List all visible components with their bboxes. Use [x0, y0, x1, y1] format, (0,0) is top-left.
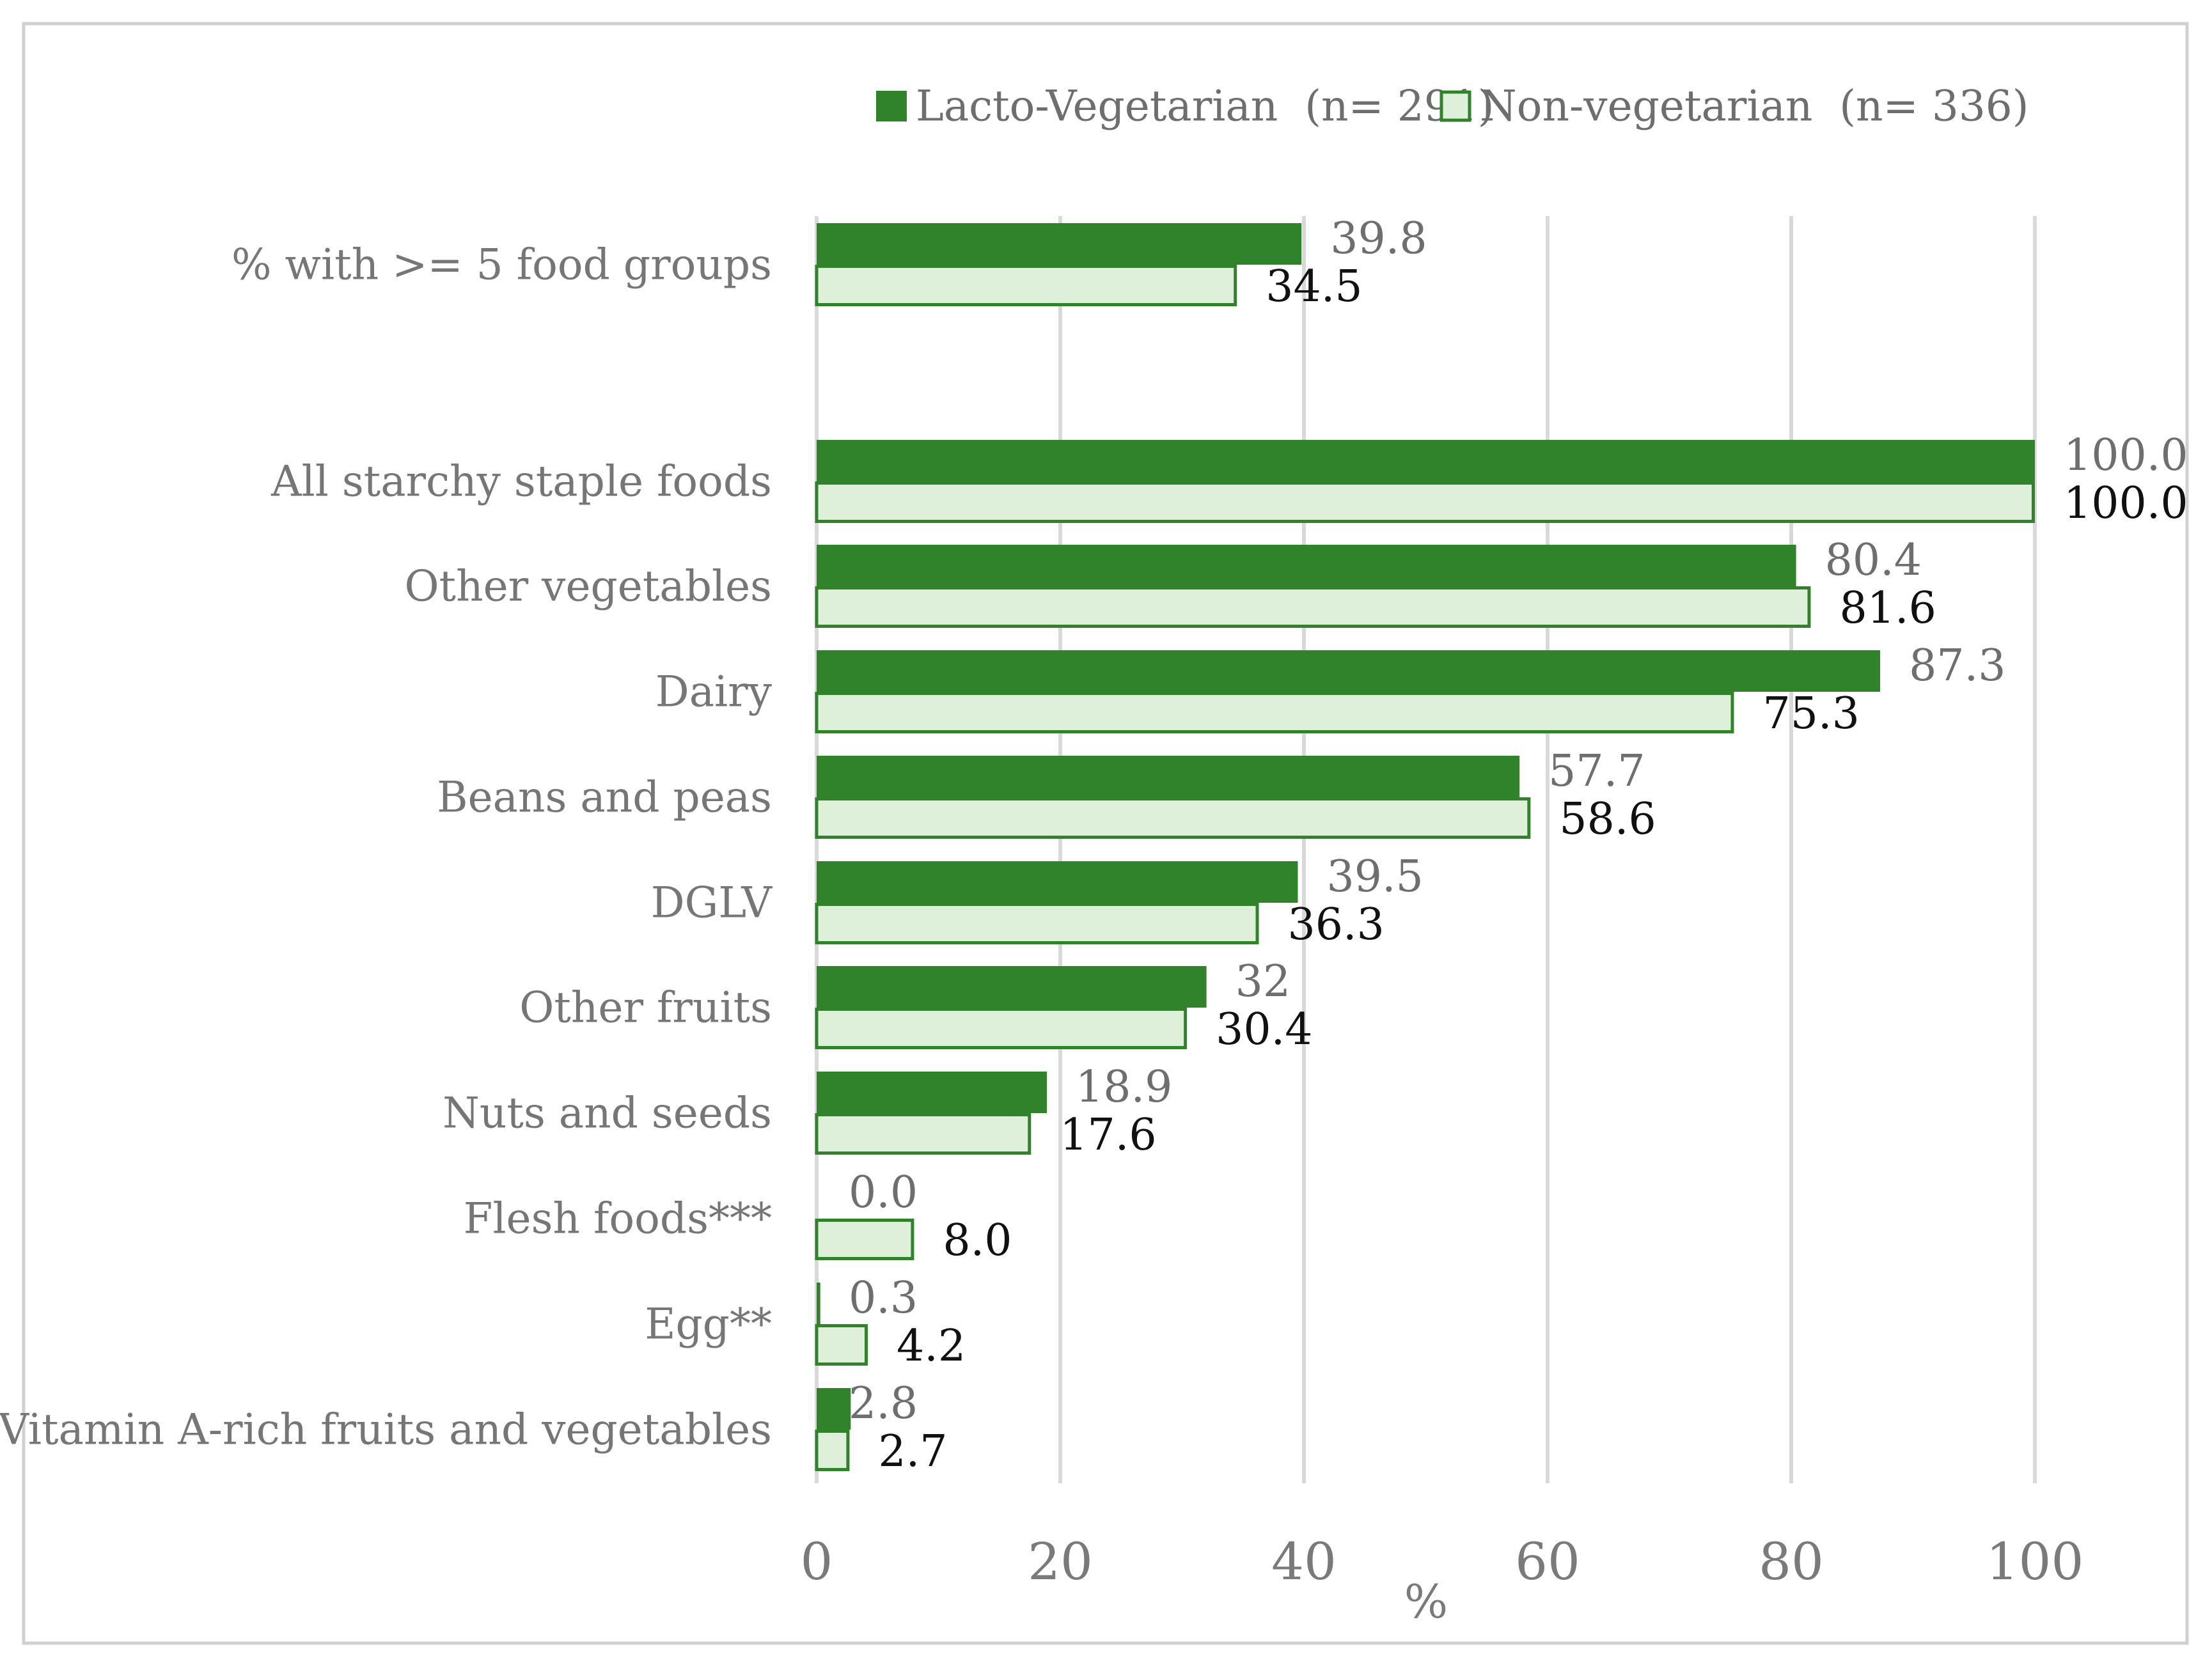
- bar-lacto-vegetarian: [817, 756, 1520, 797]
- value-label-non-vegetarian: 34.5: [1266, 261, 1362, 312]
- value-label-lacto-vegetarian: 80.4: [1825, 535, 1922, 586]
- bar-non-vegetarian: [815, 797, 1531, 839]
- x-axis-ticks: 0 20 40 60 80 100: [801, 1532, 2084, 1591]
- bar-lacto-vegetarian: [817, 861, 1298, 903]
- bar-lacto-vegetarian: [817, 545, 1796, 586]
- value-label-non-vegetarian: 30.4: [1216, 1004, 1312, 1055]
- value-label-lacto-vegetarian: 39.5: [1326, 852, 1423, 902]
- x-axis-title: %: [1404, 1575, 1448, 1628]
- value-label-lacto-vegetarian: 32: [1235, 956, 1291, 1007]
- bar-non-vegetarian: [815, 1008, 1188, 1049]
- category-label: Beans and peas: [437, 773, 772, 822]
- legend-label-non-vegetarian: Non-vegetarian (n= 336): [1480, 82, 2029, 131]
- value-label-lacto-vegetarian: 18.9: [1076, 1062, 1172, 1112]
- category-label: Nuts and seeds: [443, 1089, 772, 1138]
- x-tick-label-100: 100: [1986, 1532, 2084, 1591]
- category-label: Egg**: [645, 1300, 772, 1349]
- value-label-non-vegetarian: 100.0: [2064, 478, 2188, 529]
- legend: Lacto-Vegetarian (n= 291) Non-vegetarian…: [876, 82, 2029, 131]
- legend-label-lacto-vegetarian: Lacto-Vegetarian (n= 291): [916, 82, 1494, 131]
- bar-non-vegetarian: [815, 481, 2035, 523]
- category-label: All starchy staple foods: [271, 457, 772, 506]
- category-labels: % with >= 5 food groups All starchy stapl…: [0, 240, 773, 1455]
- category-label: DGLV: [651, 878, 773, 928]
- bar-non-vegetarian: [815, 692, 1734, 733]
- x-tick-label-20: 20: [1028, 1532, 1093, 1591]
- bar-non-vegetarian: [815, 1113, 1031, 1155]
- x-tick-label-0: 0: [801, 1532, 833, 1591]
- x-tick-label-60: 60: [1515, 1532, 1580, 1591]
- bars: [815, 223, 2035, 1471]
- value-label-non-vegetarian: 36.3: [1288, 900, 1384, 950]
- value-label-non-vegetarian: 75.3: [1762, 689, 1859, 739]
- value-label-lacto-vegetarian: 39.8: [1330, 214, 1427, 264]
- bar-non-vegetarian: [815, 1219, 914, 1260]
- category-label: Other fruits: [519, 983, 772, 1033]
- bar-lacto-vegetarian: [817, 966, 1207, 1008]
- category-label: Vitamin A-rich fruits and vegetables: [0, 1405, 772, 1455]
- bar-lacto-vegetarian: [817, 1072, 1047, 1113]
- value-label-non-vegetarian: 17.6: [1060, 1110, 1156, 1160]
- bar-non-vegetarian: [815, 265, 1237, 306]
- value-label-lacto-vegetarian: 2.8: [849, 1378, 918, 1429]
- bar-lacto-vegetarian: [817, 1388, 851, 1430]
- value-label-non-vegetarian: 8.0: [943, 1215, 1012, 1266]
- x-tick-label-80: 80: [1759, 1532, 1824, 1591]
- x-tick-label-40: 40: [1271, 1532, 1337, 1591]
- legend-swatch-lacto-vegetarian: [876, 91, 907, 121]
- bar-lacto-vegetarian: [817, 1283, 820, 1324]
- legend-swatch-non-vegetarian: [1439, 90, 1471, 122]
- category-label: Flesh foods***: [464, 1194, 772, 1244]
- value-label-non-vegetarian: 2.7: [878, 1426, 947, 1477]
- gridlines: [815, 216, 2037, 1483]
- value-label-non-vegetarian: 81.6: [1839, 583, 1936, 634]
- category-label: Dairy: [655, 667, 773, 717]
- bar-non-vegetarian: [815, 903, 1259, 944]
- value-label-non-vegetarian: 58.6: [1559, 794, 1656, 845]
- category-label: Other vegetables: [404, 562, 772, 611]
- bar-non-vegetarian: [815, 1430, 850, 1471]
- bar-non-vegetarian: [815, 586, 1811, 628]
- bar-lacto-vegetarian: [817, 650, 1881, 692]
- value-label-lacto-vegetarian: 57.7: [1548, 746, 1645, 797]
- bar-non-vegetarian: [815, 1324, 868, 1366]
- value-label-lacto-vegetarian: 100.0: [2064, 430, 2188, 481]
- bar-lacto-vegetarian: [817, 440, 2035, 481]
- bar-lacto-vegetarian: [817, 223, 1302, 265]
- value-label-non-vegetarian: 4.2: [897, 1321, 966, 1371]
- category-label: % with >= 5 food groups: [231, 240, 772, 290]
- value-label-lacto-vegetarian: 0.0: [849, 1167, 918, 1218]
- value-label-lacto-vegetarian: 87.3: [1909, 641, 2005, 691]
- value-label-lacto-vegetarian: 0.3: [849, 1273, 918, 1323]
